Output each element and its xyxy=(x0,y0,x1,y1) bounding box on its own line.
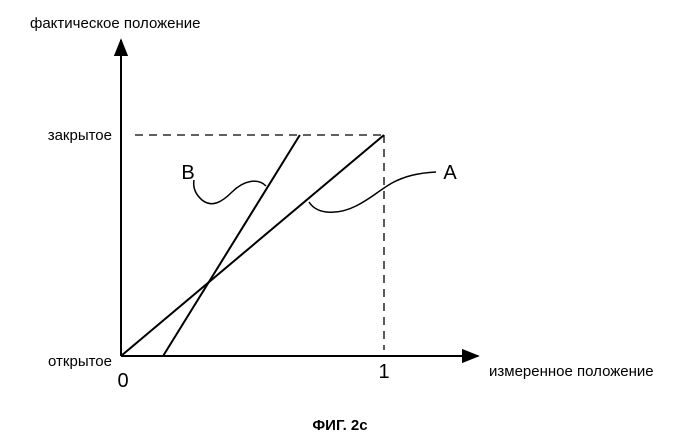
x-axis-label: измеренное положение xyxy=(489,363,654,380)
figure-caption: ФИГ. 2с xyxy=(312,417,367,434)
y-tick-open: открытое xyxy=(48,353,112,370)
y-axis-label: фактическое положение xyxy=(30,15,201,32)
line-a xyxy=(121,135,384,356)
line-b-label: B xyxy=(181,162,194,184)
x-tick-origin: 0 xyxy=(117,370,128,392)
line-a-label: A xyxy=(443,162,457,184)
x-tick-one: 1 xyxy=(378,361,389,383)
y-tick-closed: закрытое xyxy=(48,127,112,144)
leader-curve-a xyxy=(309,172,436,212)
leader-curve-b xyxy=(194,180,266,204)
